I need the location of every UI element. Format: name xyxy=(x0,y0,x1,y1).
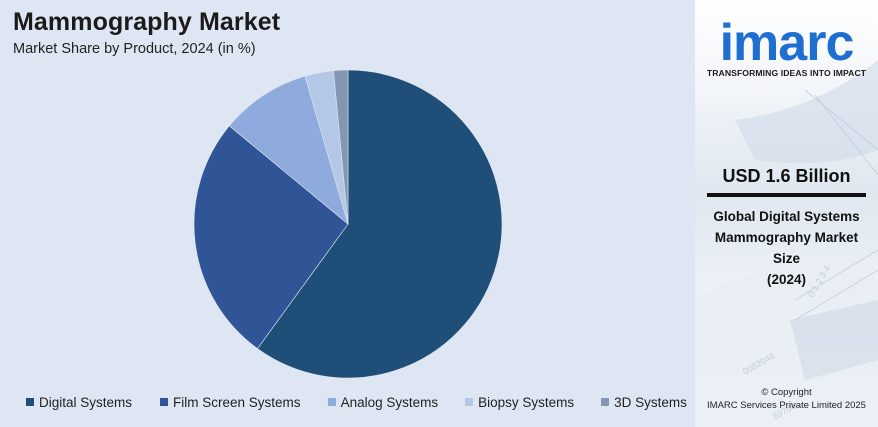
pie-slice-digital-systems xyxy=(257,69,503,379)
copyright-line: IMARC Services Private Limited 2025 xyxy=(707,399,866,411)
legend-swatch xyxy=(601,398,610,406)
chart-legend: Digital Systems Film Screen Systems Anal… xyxy=(26,393,713,411)
imarc-logo: imarc xyxy=(695,0,878,90)
legend-swatch xyxy=(160,398,169,406)
divider xyxy=(707,193,866,197)
logo-graphic: imarc xyxy=(720,14,855,72)
legend-swatch xyxy=(465,398,474,406)
copyright-line: © Copyright xyxy=(761,387,812,398)
legend-swatch xyxy=(327,398,336,406)
legend-item-analog-systems: Analog Systems xyxy=(327,394,439,410)
market-description: Global Digital Systems Mammography Marke… xyxy=(703,206,870,290)
market-value: USD 1.6 Billion xyxy=(722,166,851,186)
legend-label: Digital Systems xyxy=(39,394,133,410)
logo-wordmark: imarc xyxy=(720,14,854,70)
legend-item-biopsy-systems: Biopsy Systems xyxy=(465,395,574,410)
chart-panel: Mammography Market Market Share by Produ… xyxy=(13,8,687,410)
legend-item-3d-systems: 3D Systems xyxy=(601,395,687,410)
legend-label: Analog Systems xyxy=(340,394,439,410)
legend-label: Biopsy Systems xyxy=(478,394,575,410)
legend-label: Film Screen Systems xyxy=(173,394,301,410)
legend-label: 3D Systems xyxy=(614,394,687,410)
info-sidebar: 0.1 2 3 4 0082048 69768 imarc TRANSFORMI… xyxy=(695,0,878,427)
description-line: Global Digital Systems xyxy=(713,209,860,224)
legend-item-film-screen-systems: Film Screen Systems xyxy=(160,395,301,410)
copyright: © Copyright IMARC Services Private Limit… xyxy=(695,387,878,412)
background-decoration: 0.1 2 3 4 0082048 69768 xyxy=(695,60,878,427)
description-line: Mammography Market xyxy=(714,230,859,245)
pie-slice-film-screen-systems xyxy=(193,125,349,350)
chart-subtitle: Market Share by Product, 2024 (in %) xyxy=(13,41,256,57)
description-line: (2024) xyxy=(766,272,807,287)
pie-slice-analog-systems xyxy=(228,75,349,225)
pie-chart xyxy=(193,69,503,379)
chart-title: Mammography Market xyxy=(13,8,281,36)
legend-item-digital-systems: Digital Systems xyxy=(26,395,132,410)
description-line: Size xyxy=(772,251,800,266)
logo-tagline: TRANSFORMING IDEAS INTO IMPACT xyxy=(706,68,867,78)
pie-slice-3d-systems xyxy=(333,69,349,225)
legend-swatch xyxy=(26,398,34,406)
